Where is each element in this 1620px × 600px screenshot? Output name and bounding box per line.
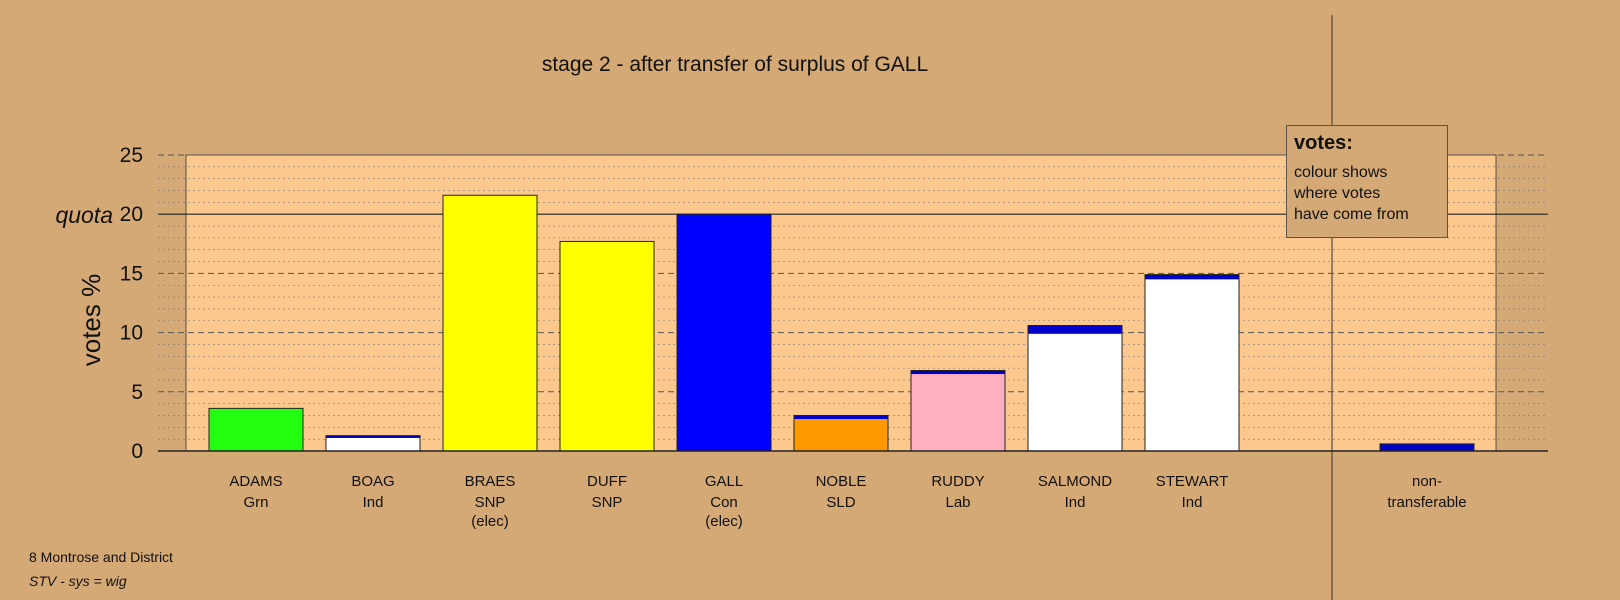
y-tick-label: 20 [120, 203, 143, 226]
legend-line-1: colour shows [1294, 164, 1388, 181]
candidate-status-braes: (elec) [471, 513, 509, 530]
legend-line-2: where votes [1294, 185, 1381, 202]
bar-segment-duff [560, 241, 654, 451]
candidate-name-ruddy: RUDDY [931, 473, 984, 490]
y-axis-label: votes % [76, 274, 106, 367]
chart-title: stage 2 - after transfer of surplus of G… [542, 53, 928, 76]
bar-segment-ruddy [911, 370, 1005, 375]
candidate-name-gall: GALL [705, 473, 743, 490]
bar-segment-boag [326, 437, 420, 451]
candidate-name-adams: ADAMS [229, 473, 282, 490]
candidate-labels: ADAMS Grn BOAG Ind BRAES SNP (elec) DUFF SNP GALL… [229, 473, 1466, 530]
bar-segment-boag [326, 435, 420, 438]
candidate-party-duff: SNP [592, 494, 623, 511]
candidate-name-noble: NOBLE [816, 473, 867, 490]
bars [208, 194, 1475, 452]
nontransferable-label-2: transferable [1387, 494, 1466, 511]
y-tick-label: 5 [131, 381, 143, 404]
y-tick-labels: 0 5 10 15 20 25 [120, 144, 143, 463]
bar-segment-braes [443, 195, 537, 451]
candidate-party-boag: Ind [363, 494, 384, 511]
candidate-party-braes: SNP [475, 494, 506, 511]
candidate-name-salmond: SALMOND [1038, 473, 1112, 490]
legend: votes: colour shows where votes have com… [1286, 125, 1448, 238]
candidate-name-braes: BRAES [465, 473, 516, 490]
plot-area [185, 154, 1497, 452]
candidate-party-gall: Con [710, 494, 738, 511]
candidate-name-stewart: STEWART [1156, 473, 1229, 490]
plot-background [185, 15, 1497, 600]
quota-label: quota [55, 202, 113, 228]
bar-segment-salmond [1028, 333, 1122, 451]
bar-segment-stewart [1145, 274, 1239, 280]
bar-segment-nontransferable [1380, 443, 1474, 451]
bar-segment-noble [794, 419, 888, 451]
nontransferable-label-1: non- [1412, 473, 1442, 490]
candidate-party-adams: Grn [243, 494, 268, 511]
grid-lines [158, 154, 1548, 440]
candidate-name-duff: DUFF [587, 473, 627, 490]
y-tick-label: 0 [131, 440, 143, 463]
candidate-party-stewart: Ind [1182, 494, 1203, 511]
bar-segment-salmond [1028, 325, 1122, 334]
system-label: STV - sys = wig [29, 573, 127, 589]
candidate-party-noble: SLD [826, 494, 855, 511]
legend-line-3: have come from [1294, 206, 1409, 223]
legend-title: votes: [1294, 132, 1353, 154]
candidate-name-boag: BOAG [351, 473, 394, 490]
bar-segment-ruddy [911, 374, 1005, 451]
bar-segment-adams [209, 408, 303, 451]
y-tick-label: 25 [120, 144, 143, 167]
y-tick-label: 15 [120, 262, 143, 285]
bar-segment-gall [677, 214, 771, 451]
constituency-label: 8 Montrose and District [29, 549, 173, 565]
candidate-status-gall: (elec) [705, 513, 743, 530]
candidate-party-ruddy: Lab [945, 494, 970, 511]
bar-segment-stewart [1145, 279, 1239, 451]
bar-segment-noble [794, 415, 888, 420]
candidate-party-salmond: Ind [1065, 494, 1086, 511]
y-tick-label: 10 [120, 322, 143, 345]
